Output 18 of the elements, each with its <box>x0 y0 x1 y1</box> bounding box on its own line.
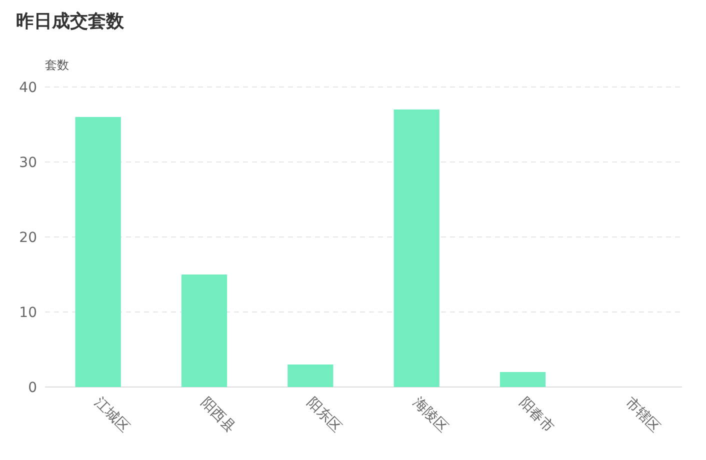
x-tick-label: 市辖区 <box>622 394 664 436</box>
y-tick-label: 10 <box>19 305 37 321</box>
y-tick-label: 40 <box>19 80 37 96</box>
y-tick-label: 30 <box>19 155 37 171</box>
x-tick-label: 阳东区 <box>304 394 345 436</box>
x-tick-label: 海陵区 <box>410 394 451 436</box>
x-tick-label: 江城区 <box>91 394 132 436</box>
bar <box>394 110 440 387</box>
x-tick-label: 阳春市 <box>516 394 557 436</box>
bar <box>288 364 334 387</box>
bar <box>75 117 121 387</box>
chart-title: 昨日成交套数 <box>16 11 125 32</box>
y-axis-title: 套数 <box>45 58 69 72</box>
y-tick-label: 20 <box>19 230 37 246</box>
x-tick-label: 阳西县 <box>197 394 238 436</box>
bar <box>181 274 228 387</box>
bar <box>500 372 546 387</box>
y-tick-label: 0 <box>28 380 37 396</box>
